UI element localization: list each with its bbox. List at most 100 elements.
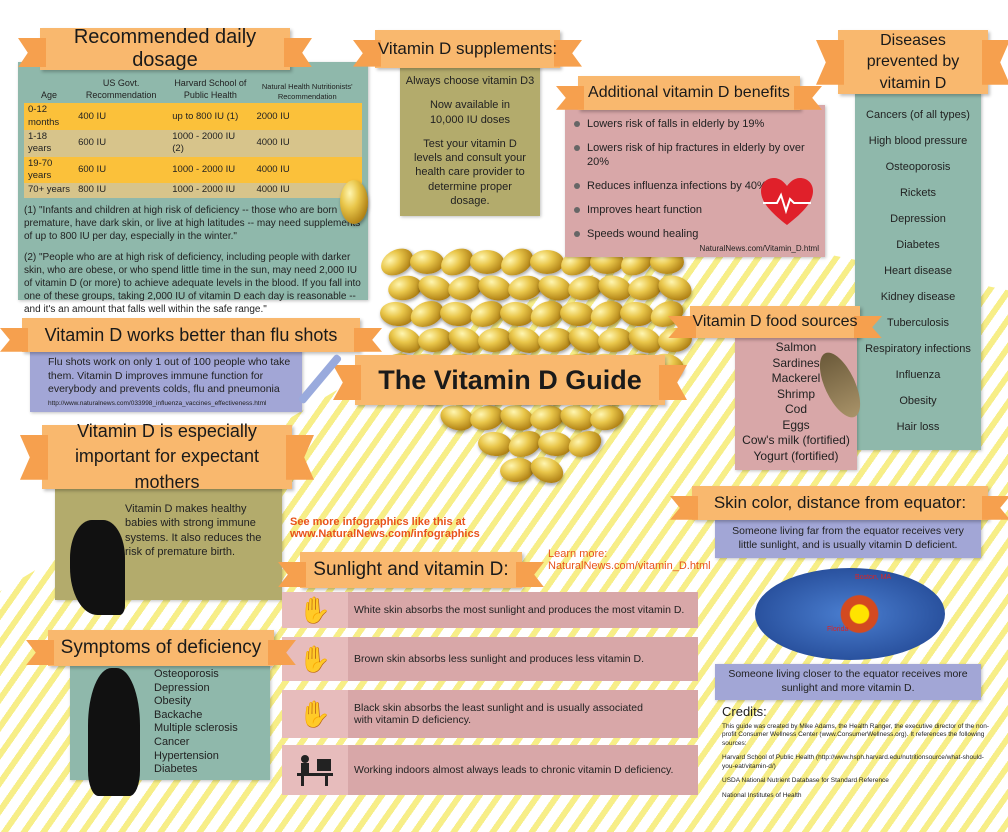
supplement-line: Test your vitamin D levels and consult y… — [414, 137, 526, 208]
dosage-cell: 1-18 years — [24, 130, 75, 157]
dosage-cell: 1000 - 2000 IU — [168, 156, 253, 184]
sunlight-row: Working indoors almost always leads to c… — [282, 745, 698, 795]
learn-more-link[interactable]: Learn more: NaturalNews.com/vitamin_D.htm… — [548, 548, 711, 572]
dosage-cell: 600 IU — [74, 156, 169, 184]
symptom-item: Depression — [154, 681, 210, 694]
dosage-cell: 1000 - 2000 IU (2) — [168, 130, 253, 157]
sunlight-row: ✋ White skin absorbs the most sunlight an… — [282, 592, 698, 628]
dosage-row: 19-70 years 600 IU 1000 - 2000 IU 4000 IU — [24, 156, 362, 184]
capsule-image — [340, 180, 368, 224]
dosage-row: 0-12 months 400 IU up to 800 IU (1) 2000 IU — [24, 103, 362, 131]
benefits-source: NaturalNews.com/Vitamin_D.html — [699, 243, 819, 253]
flu-title: Vitamin D works better than flu shots — [44, 324, 338, 345]
capsule — [498, 456, 536, 484]
dosage-header: Natural Health Nutritionists' Recommenda… — [261, 81, 353, 101]
title-banner: The Vitamin D Guide — [355, 355, 665, 405]
credits-text: This guide was created by Mike Adams, th… — [722, 722, 990, 747]
obese-person-silhouette — [88, 668, 140, 796]
dosage-header: Harvard School of Public Health — [174, 78, 247, 100]
mothers-title: Vitamin D is especially important for ex… — [74, 421, 260, 492]
food-item: Shrimp — [776, 386, 815, 401]
dosage-note-2: (2) "People who are at high risk of defi… — [24, 251, 361, 315]
map-label-florida: Florida — [827, 626, 849, 633]
disease-item: Diabetes — [896, 239, 940, 251]
learn-line-1: Learn more: — [548, 548, 608, 560]
symptom-item: Diabetes — [154, 763, 198, 776]
diseases-banner: Diseases prevented by vitamin D — [838, 30, 988, 94]
credits-source: USDA National Nutrient Database for Stan… — [722, 777, 889, 785]
dosage-panel: Age US Govt. Recommendation Harvard School… — [18, 62, 368, 315]
dosage-header: US Govt. Recommendation — [85, 78, 157, 100]
skin-banner: Skin color, distance from equator: — [692, 486, 988, 520]
dosage-cell: 4000 IU — [252, 156, 362, 184]
disease-item: Hair loss — [896, 421, 940, 433]
dosage-cell: 400 IU — [74, 103, 169, 131]
sunlight-row-text: White skin absorbs the most sunlight and… — [354, 604, 685, 616]
page-title: The Vitamin D Guide — [378, 364, 642, 395]
skin-far-text: Someone living far from the equator rece… — [732, 525, 964, 551]
benefits-banner: Additional vitamin D benefits — [578, 76, 800, 110]
symptom-item: Cancer — [154, 735, 190, 748]
disease-item: Cancers (of all types) — [866, 109, 970, 121]
white-hand-icon: ✋ — [282, 592, 348, 628]
supplements-panel: Always choose vitamin D3 Now available i… — [400, 66, 540, 216]
food-item: Yogurt (fortified) — [753, 448, 839, 463]
symptom-item: Hypertension — [154, 749, 219, 762]
disease-item: Kidney disease — [880, 291, 956, 303]
more-infographics-link[interactable]: See more infographics like this at www.Na… — [290, 516, 480, 540]
mother-rocking-chair-silhouette — [70, 520, 125, 615]
symptom-item: Obesity — [154, 695, 192, 708]
dosage-cell: up to 800 IU (1) — [168, 103, 253, 131]
benefits-title: Additional vitamin D benefits — [588, 84, 790, 101]
supplements-title: Vitamin D supplements: — [377, 39, 558, 58]
dosage-banner: Recommended daily dosage — [40, 26, 290, 71]
food-item: Eggs — [782, 417, 810, 432]
flu-panel: Flu shots work on only 1 out of 100 peop… — [30, 350, 302, 412]
capsule — [476, 326, 514, 354]
credits-title: Credits: — [722, 704, 767, 719]
dosage-title: Recommended daily dosage — [73, 26, 257, 71]
dosage-cell: 800 IU — [74, 183, 169, 198]
benefits-panel: Lowers risk of falls in elderly by 19% Lo… — [565, 105, 825, 257]
mothers-text: Vitamin D makes healthy babies with stro… — [125, 503, 262, 558]
flu-source-link[interactable]: http://www.naturalnews.com/033998_influe… — [48, 399, 267, 407]
dosage-cell: 4000 IU — [252, 183, 362, 198]
skin-far-panel: Someone living far from the equator rece… — [715, 520, 981, 558]
black-hand-icon: ✋ — [282, 690, 348, 738]
capsule — [587, 402, 627, 434]
symptoms-title: Symptoms of deficiency — [60, 637, 262, 658]
capsule — [536, 326, 574, 354]
flu-text: Flu shots work on only 1 out of 100 peop… — [48, 356, 291, 396]
more-line-2: www.NaturalNews.com/infographics — [290, 528, 480, 540]
office-worker-icon — [282, 745, 348, 795]
benefit-item: Improves heart function — [569, 199, 821, 223]
sunlight-row-text: Black skin absorbs the least sunlight an… — [354, 702, 643, 726]
supplements-banner: Vitamin D supplements: — [375, 30, 560, 68]
disease-item: Influenza — [895, 369, 941, 381]
map-label-boston: Boston, MA — [855, 574, 892, 581]
dosage-cell: 2000 IU — [252, 103, 362, 131]
supplement-line: Now available in 10,000 IU doses — [429, 99, 511, 126]
capsule — [526, 452, 568, 488]
skin-close-panel: Someone living closer to the equator rec… — [715, 664, 981, 700]
dosage-cell: 600 IU — [74, 130, 169, 157]
heart-icon — [761, 178, 813, 225]
brown-hand-icon: ✋ — [282, 637, 348, 681]
capsule — [564, 426, 606, 462]
food-item: Salmon — [775, 340, 817, 354]
credits-source: Harvard School of Public Health (http://… — [722, 754, 984, 770]
symptom-item: Backache — [154, 708, 203, 721]
dosage-cell: 1000 - 2000 IU — [168, 183, 253, 198]
food-title: Vitamin D food sources — [692, 313, 858, 330]
dosage-header: Age — [41, 89, 58, 100]
food-item: Cow's milk (fortified) — [742, 433, 850, 447]
food-item: Cod — [784, 402, 807, 416]
sunlight-row: ✋ Brown skin absorbs less sunlight and pr… — [282, 637, 698, 681]
diseases-panel: Cancers (of all types) High blood pressur… — [855, 92, 981, 450]
disease-item: High blood pressure — [868, 135, 968, 147]
mothers-banner: Vitamin D is especially important for ex… — [42, 421, 292, 492]
diseases-title: Diseases prevented by vitamin D — [866, 31, 960, 92]
benefit-item: Speeds wound healing — [569, 223, 821, 247]
learn-line-2: NaturalNews.com/vitamin_D.html — [548, 560, 711, 572]
dosage-cell: 70+ years — [24, 183, 75, 198]
